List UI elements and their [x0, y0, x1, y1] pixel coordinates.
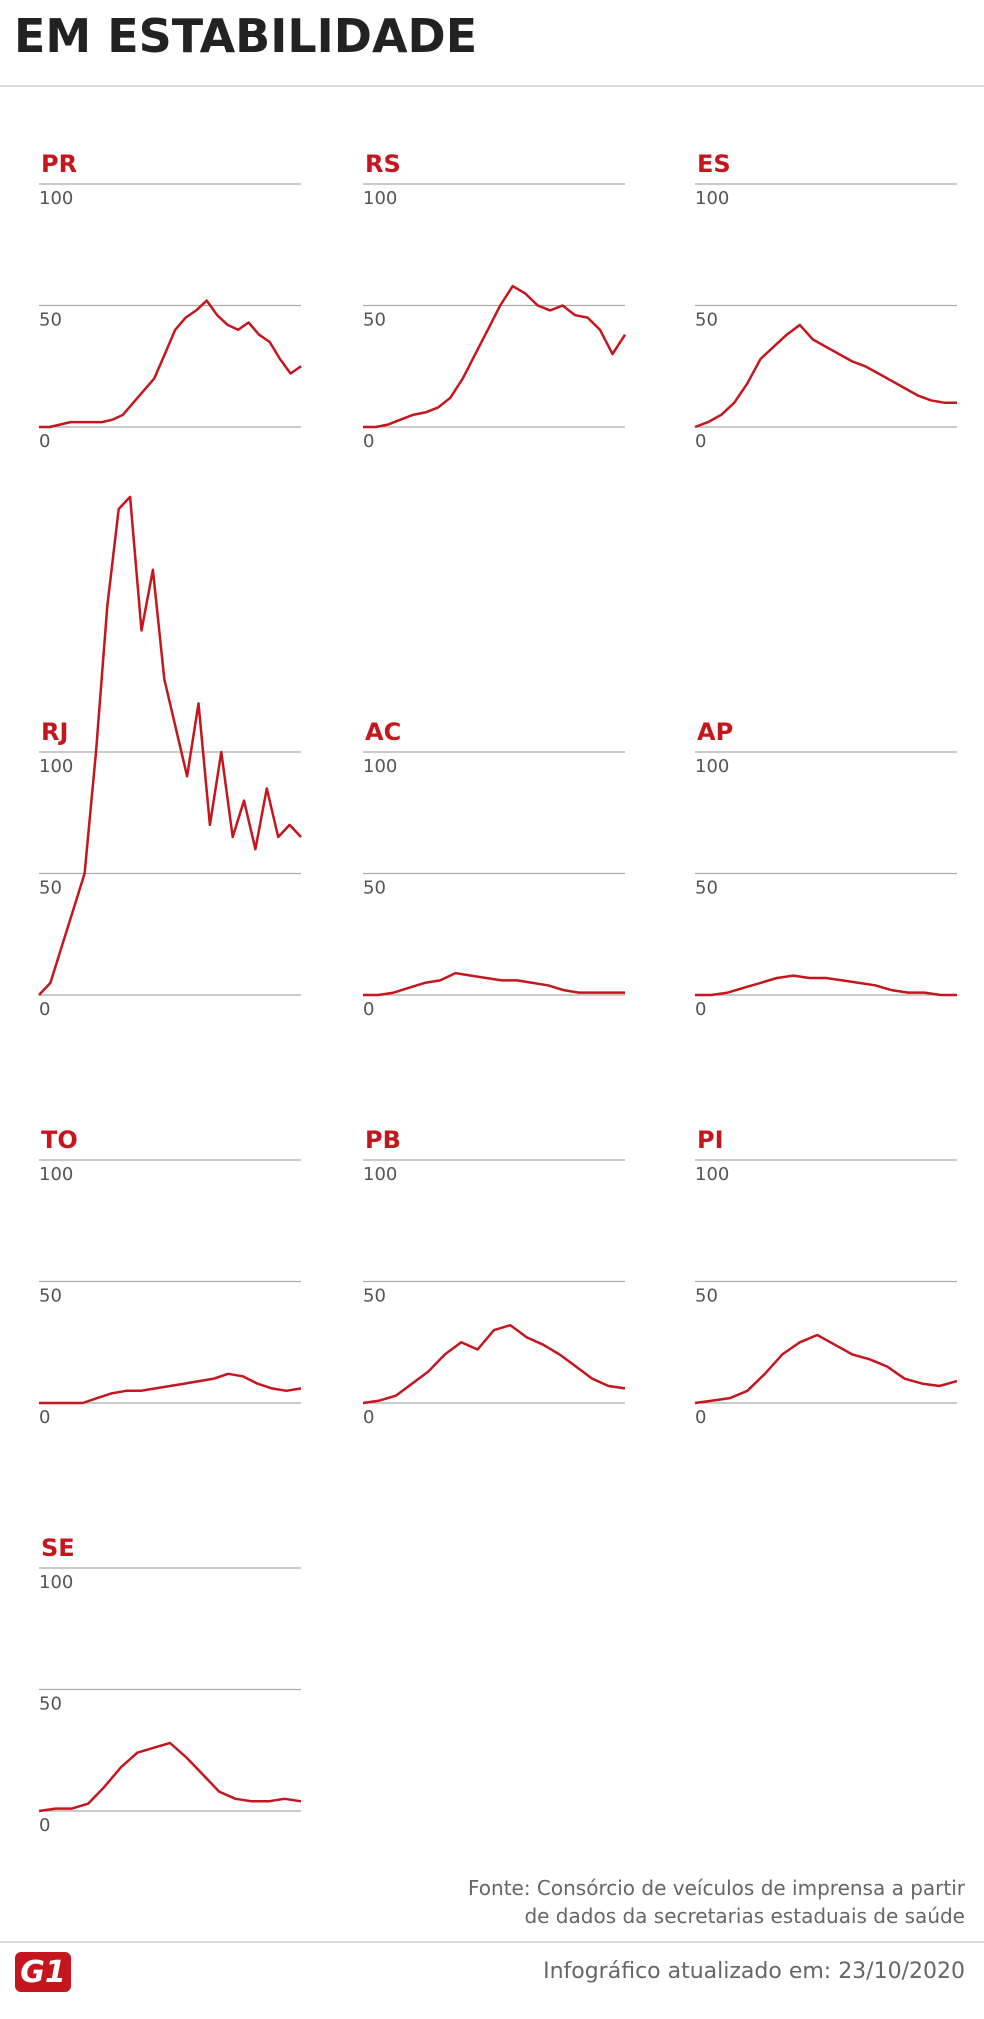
- panel-title: PI: [697, 1126, 724, 1154]
- series-line: [38, 1741, 302, 1813]
- panel-title: PR: [41, 150, 77, 178]
- y-tick-label: 100: [39, 1164, 73, 1185]
- y-tick-label: 100: [363, 188, 397, 209]
- y-tick-label: 0: [39, 1407, 50, 1428]
- panel-title: RS: [365, 150, 401, 178]
- updated: Infográfico atualizado em: 23/10/2020: [543, 1959, 965, 1984]
- y-tick-label: 50: [39, 878, 62, 899]
- y-tick-label: 100: [39, 188, 73, 209]
- charts: PR 0 50 100 RS 0 50 100 ES 0 50 100 RJ 0 50 100 AC 0 50 100…: [38, 150, 958, 1836]
- panel-title: RJ: [41, 718, 68, 746]
- y-tick-label: 100: [363, 756, 397, 777]
- y-tick-label: 50: [695, 878, 718, 899]
- y-tick-label: 50: [363, 878, 386, 899]
- logo: G1: [20, 1955, 66, 1990]
- source: Fonte: Consórcio de veículos de imprensa…: [468, 1876, 966, 1900]
- y-tick-label: 100: [363, 1164, 397, 1185]
- series-line: [39, 299, 302, 429]
- source: de dados da secretarias estaduais de saú…: [524, 1904, 965, 1928]
- panel-title: AC: [365, 718, 401, 746]
- y-tick-label: 0: [363, 431, 374, 452]
- series-line: [38, 495, 302, 996]
- series-line: [363, 284, 627, 429]
- series-line: [362, 1323, 626, 1405]
- y-tick-label: 0: [39, 999, 50, 1020]
- y-tick-label: 0: [695, 1407, 706, 1428]
- y-tick-label: 50: [363, 310, 386, 331]
- series-line: [695, 974, 957, 997]
- y-tick-label: 100: [695, 756, 729, 777]
- y-tick-label: 0: [363, 999, 374, 1020]
- y-tick-label: 50: [39, 1694, 62, 1715]
- panel-title: AP: [697, 718, 733, 746]
- panel-title: SE: [41, 1534, 75, 1562]
- y-tick-label: 50: [695, 1286, 718, 1307]
- y-tick-label: 100: [695, 1164, 729, 1185]
- y-tick-label: 50: [695, 310, 718, 331]
- y-tick-label: 50: [39, 310, 62, 331]
- y-tick-label: 0: [363, 1407, 374, 1428]
- y-tick-label: 50: [39, 1286, 62, 1307]
- y-tick-label: 100: [39, 1572, 73, 1593]
- panel-title: ES: [697, 150, 731, 178]
- y-tick-label: 0: [39, 431, 50, 452]
- logo-bg: [15, 1952, 71, 1992]
- page-title: EM ESTABILIDADE: [14, 9, 477, 63]
- y-tick-label: 100: [695, 188, 729, 209]
- series-line: [694, 323, 957, 429]
- series-line: [39, 1372, 302, 1405]
- panel-title: PB: [365, 1126, 401, 1154]
- y-tick-label: 50: [363, 1286, 386, 1307]
- y-tick-label: 0: [695, 999, 706, 1020]
- series-line: [363, 971, 625, 997]
- series-line: [694, 1333, 958, 1405]
- y-tick-label: 0: [39, 1815, 50, 1836]
- y-tick-label: 100: [39, 756, 73, 777]
- panel-title: TO: [41, 1126, 78, 1154]
- y-tick-label: 0: [695, 431, 706, 452]
